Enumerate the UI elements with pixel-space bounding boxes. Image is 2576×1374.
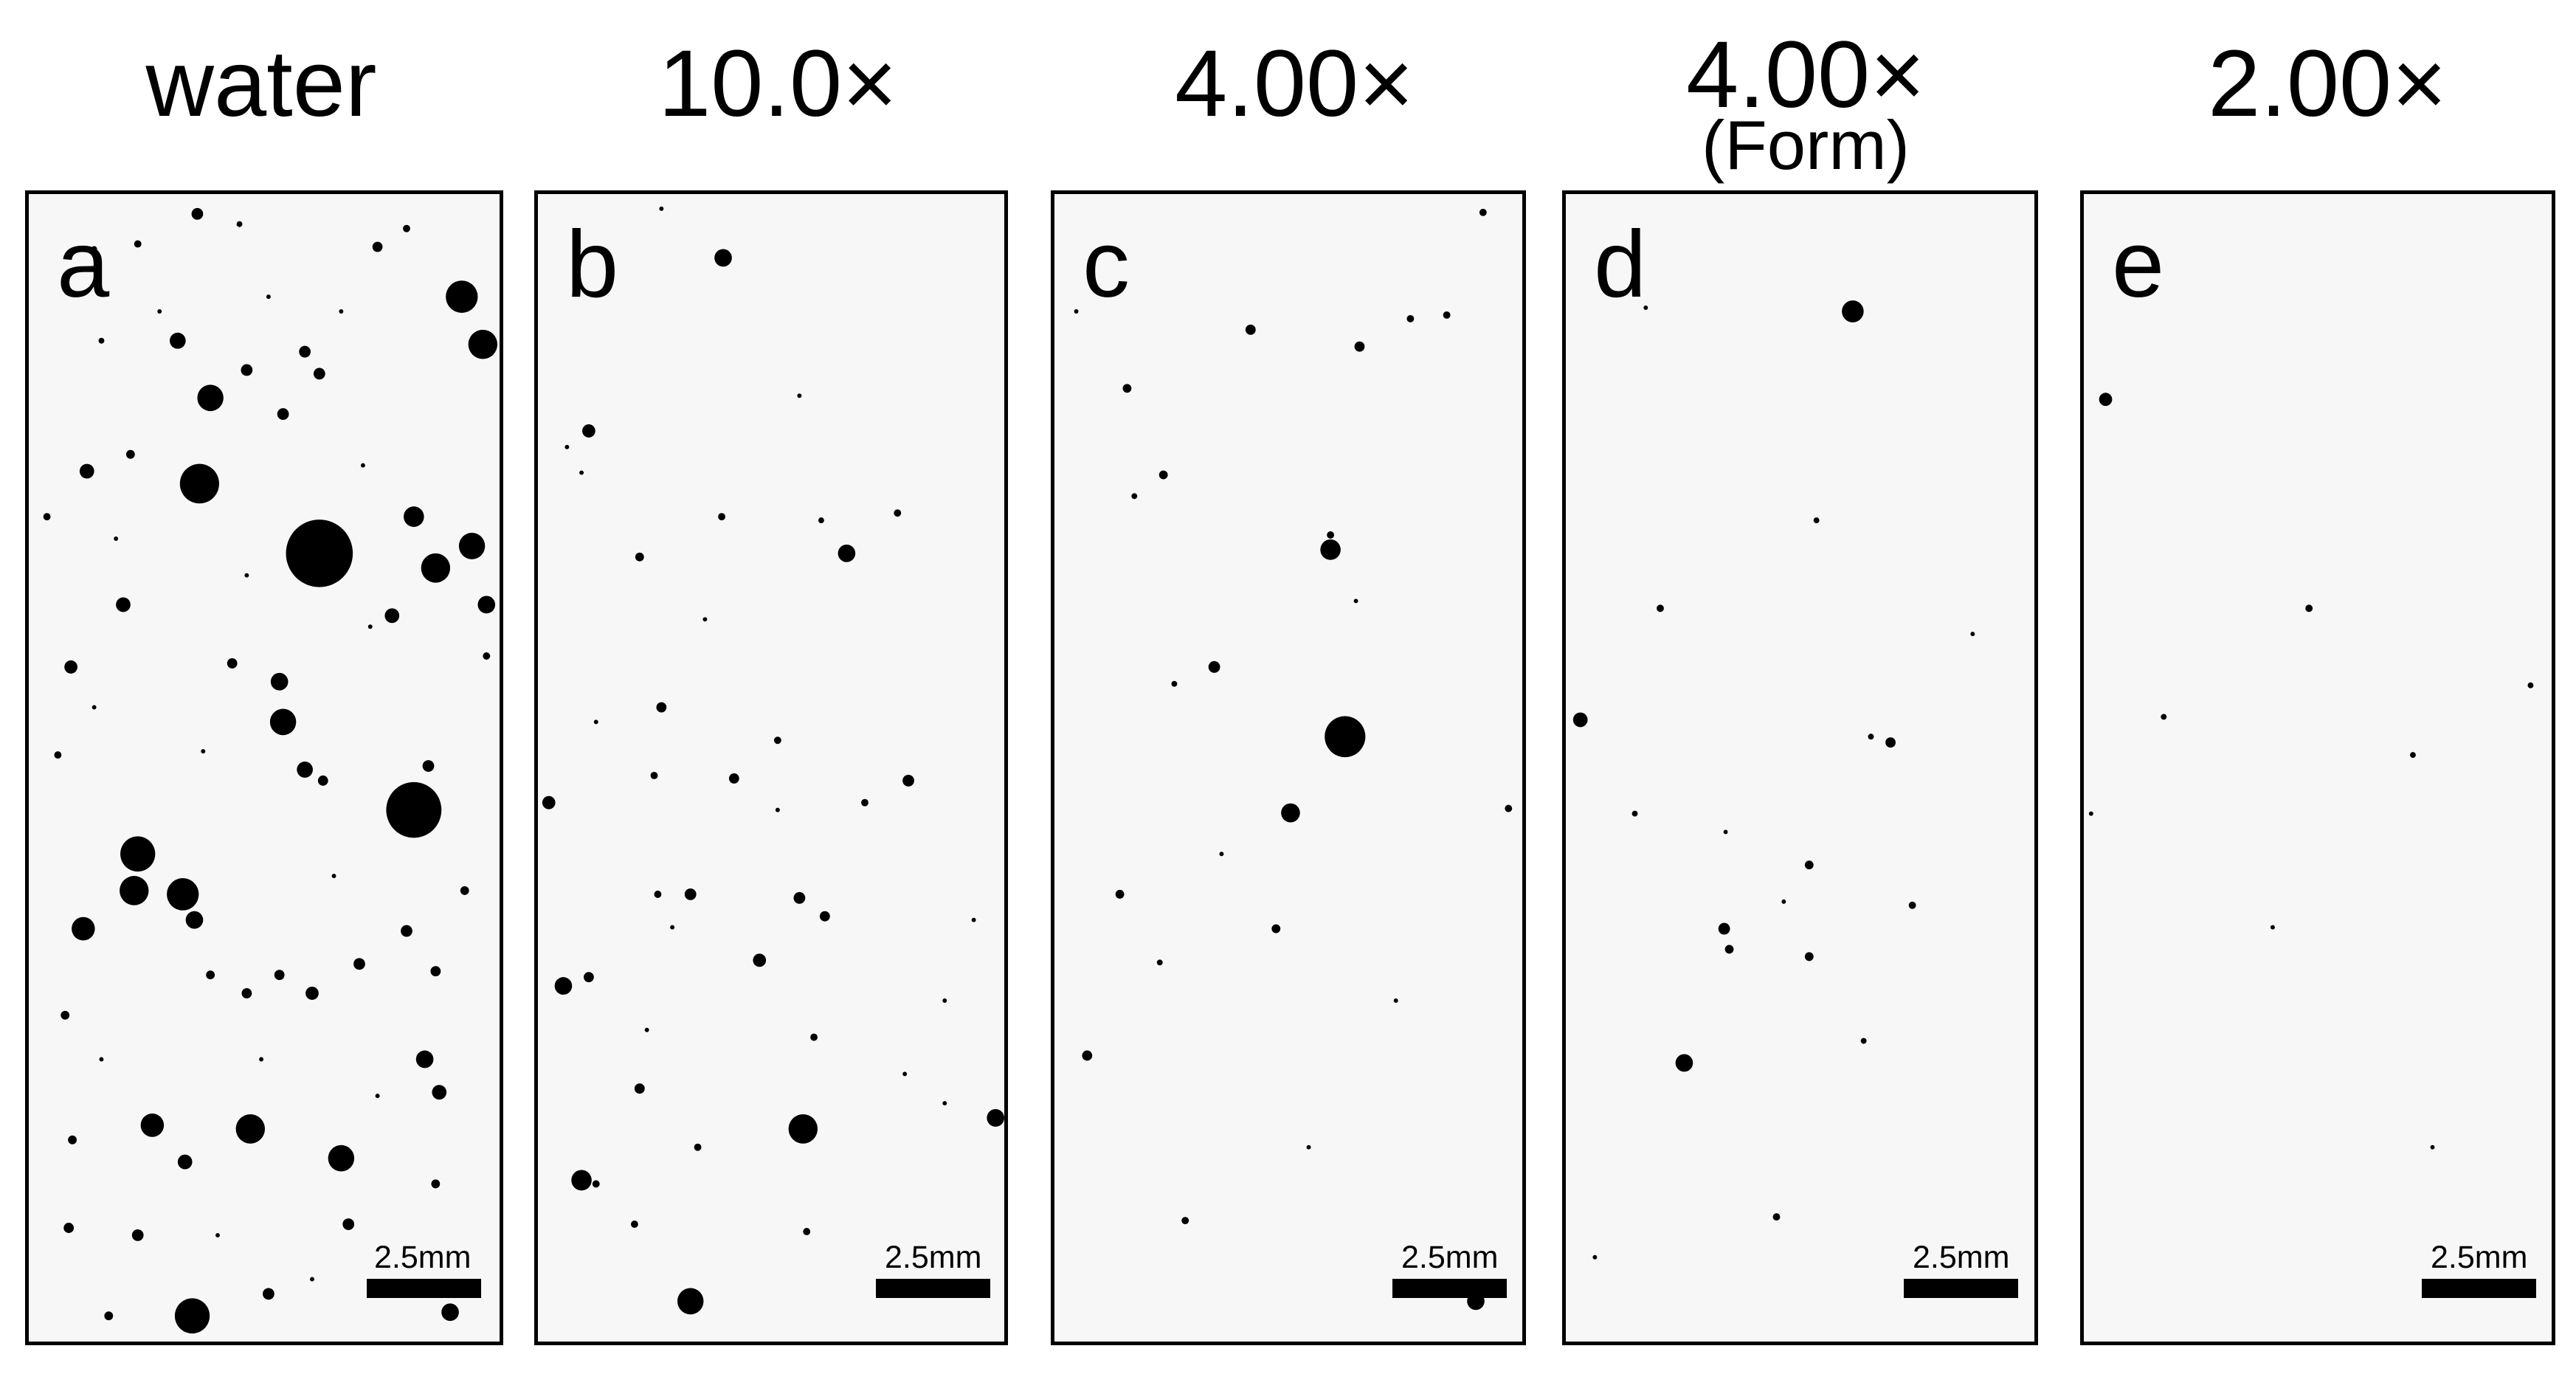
panel-label-d: d <box>1594 212 1647 317</box>
droplet-image-d <box>1572 300 1975 1260</box>
droplet-image-b <box>542 206 1004 1315</box>
panel-label-c: c <box>1082 212 1130 317</box>
scale-bar-d <box>1904 1279 2018 1298</box>
panel-e: e 2.5mm <box>2080 190 2555 1345</box>
column-title-water: water <box>145 31 377 137</box>
panel-label-b: b <box>566 212 619 317</box>
panel-label-e: e <box>2112 212 2165 317</box>
panel-a: a 2.5mm <box>25 190 503 1345</box>
droplet-image-e <box>2088 393 2534 1150</box>
column-subtitle-form: (Form) <box>1702 106 1910 184</box>
scale-bar-e <box>2422 1279 2536 1298</box>
droplet-image-c <box>1074 208 1513 1311</box>
panel-label-a: a <box>57 212 110 317</box>
panel-b: b 2.5mm <box>534 190 1008 1345</box>
scale-bar-a <box>367 1279 481 1298</box>
panel-c: c 2.5mm <box>1051 190 1526 1345</box>
panel-d: d 2.5mm <box>1562 190 2038 1345</box>
column-title-2x: 2.00× <box>2208 31 2447 137</box>
scale-bar-c <box>1392 1279 1507 1298</box>
scale-bar-b <box>876 1279 990 1298</box>
scale-label-b: 2.5mm <box>885 1240 982 1275</box>
scale-label-c: 2.5mm <box>1401 1240 1499 1275</box>
column-title-4x: 4.00× <box>1175 31 1414 137</box>
scale-label-e: 2.5mm <box>2431 1240 2528 1275</box>
scale-label-a: 2.5mm <box>374 1240 472 1275</box>
droplet-image-a <box>43 207 498 1334</box>
column-title-10x: 10.0× <box>658 31 897 137</box>
scale-label-d: 2.5mm <box>1913 1240 2010 1275</box>
column-title-4x-form: 4.00× <box>1686 22 1925 128</box>
